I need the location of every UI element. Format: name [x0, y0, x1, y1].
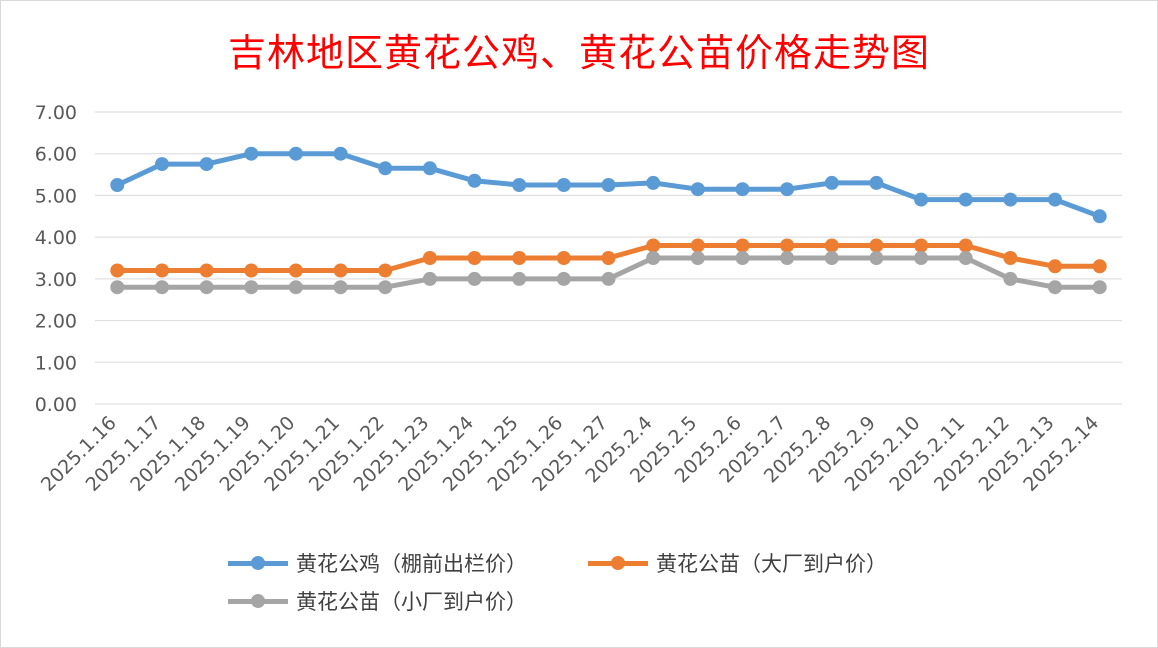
data-point-series-1: [824, 175, 839, 190]
data-point-series-2: [646, 238, 661, 253]
data-point-series-3: [601, 271, 616, 286]
data-point-series-2: [199, 263, 214, 278]
data-point-series-2: [378, 263, 393, 278]
data-point-series-3: [467, 271, 482, 286]
legend-swatch-series-3: [228, 586, 288, 616]
data-point-series-3: [422, 271, 437, 286]
legend-item-series-1: 黄花公鸡（棚前出栏价）: [228, 548, 527, 578]
data-point-series-2: [422, 251, 437, 265]
data-point-series-1: [155, 157, 169, 172]
legend-label-series-1: 黄花公鸡（棚前出栏价）: [296, 552, 527, 576]
legend-label-series-3: 黄花公苗（小厂到户价）: [296, 590, 527, 614]
data-point-series-1: [1092, 209, 1107, 224]
data-point-series-3: [110, 280, 125, 295]
data-point-series-2: [110, 263, 125, 278]
data-point-series-1: [1003, 192, 1018, 207]
data-point-series-1: [601, 178, 616, 192]
data-point-series-3: [1048, 280, 1062, 295]
data-point-series-3: [646, 251, 661, 265]
data-point-series-3: [378, 280, 393, 295]
data-point-series-2: [869, 238, 884, 253]
data-point-series-3: [780, 251, 795, 265]
y-tick-label: 0.00: [35, 394, 77, 416]
y-tick-label: 4.00: [35, 227, 77, 249]
data-point-series-2: [690, 238, 705, 253]
data-point-series-3: [155, 280, 169, 295]
y-tick-label: 5.00: [35, 185, 77, 207]
data-point-series-1: [467, 173, 482, 188]
data-point-series-2: [824, 238, 839, 253]
data-point-series-3: [824, 251, 839, 265]
data-point-series-3: [288, 280, 303, 295]
data-point-series-1: [288, 146, 303, 161]
data-point-series-1: [422, 161, 437, 176]
data-point-series-3: [556, 271, 571, 286]
data-point-series-3: [690, 251, 705, 265]
data-point-series-1: [512, 178, 527, 192]
y-tick-label: 2.00: [35, 311, 77, 333]
data-point-series-1: [869, 175, 884, 190]
data-point-series-3: [914, 251, 929, 265]
chart-title: 吉林地区黄花公鸡、黄花公苗价格走势图: [227, 31, 930, 75]
y-tick-label: 1.00: [35, 352, 77, 374]
data-point-series-1: [735, 182, 750, 197]
data-point-series-2: [1092, 259, 1107, 274]
data-point-series-1: [958, 192, 973, 207]
legend-swatch-series-1: [228, 548, 288, 578]
data-point-series-1: [110, 178, 125, 192]
data-point-series-2: [333, 263, 348, 278]
data-point-series-3: [735, 251, 750, 265]
data-point-series-3: [244, 280, 259, 295]
data-point-series-2: [288, 263, 303, 278]
data-point-series-3: [1003, 271, 1018, 286]
data-point-series-3: [333, 280, 348, 295]
data-point-series-3: [512, 271, 527, 286]
data-point-series-2: [244, 263, 259, 278]
data-point-series-2: [958, 238, 973, 253]
data-point-series-1: [199, 157, 214, 172]
y-tick-label: 7.00: [35, 102, 77, 124]
data-point-series-3: [958, 251, 973, 265]
y-tick-label: 3.00: [35, 269, 77, 291]
data-point-series-1: [333, 146, 348, 161]
data-point-series-2: [601, 251, 616, 265]
data-point-series-1: [1048, 192, 1062, 207]
data-point-series-2: [1003, 251, 1018, 265]
data-point-series-1: [690, 182, 705, 197]
data-point-series-1: [780, 182, 795, 197]
data-point-series-2: [556, 251, 571, 265]
legend-label-series-2: 黄花公苗（大厂到户价）: [656, 552, 887, 576]
data-point-series-1: [914, 192, 929, 207]
legend-swatch-series-2: [588, 548, 648, 578]
data-point-series-1: [244, 146, 259, 161]
data-point-series-2: [512, 251, 527, 265]
data-point-series-3: [869, 251, 884, 265]
data-point-series-1: [378, 161, 393, 176]
data-point-series-2: [467, 251, 482, 265]
y-tick-label: 6.00: [35, 144, 77, 166]
data-point-series-2: [780, 238, 795, 253]
legend-item-series-2: 黄花公苗（大厂到户价）: [588, 548, 887, 578]
data-point-series-2: [914, 238, 929, 253]
data-point-series-3: [199, 280, 214, 295]
data-point-series-2: [155, 263, 169, 278]
data-point-series-2: [1048, 259, 1062, 274]
legend-item-series-3: 黄花公苗（小厂到户价）: [228, 586, 527, 616]
data-point-series-1: [556, 178, 571, 192]
data-point-series-1: [646, 175, 661, 190]
data-point-series-2: [735, 238, 750, 253]
data-point-series-3: [1092, 280, 1107, 295]
